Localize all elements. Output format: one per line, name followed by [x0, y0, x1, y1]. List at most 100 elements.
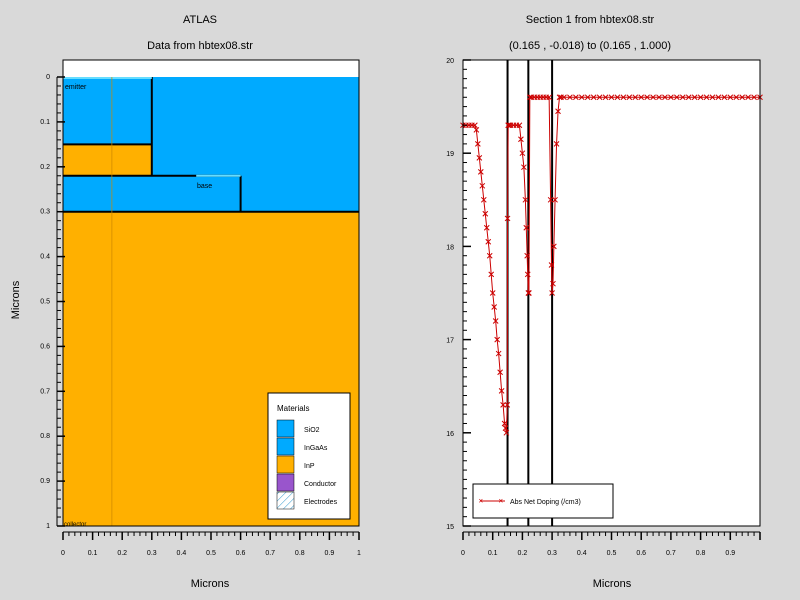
x-tick-label: 0.4 — [177, 550, 187, 557]
data-point — [491, 304, 498, 310]
y-tick-label: 0.6 — [40, 343, 50, 350]
doping-legend-marker: × — [479, 497, 484, 506]
x-tick-label: 0.2 — [518, 550, 528, 557]
doping-legend-marker: × — [499, 497, 504, 506]
right-x-axis-label: Microns — [592, 578, 632, 590]
data-point — [567, 94, 573, 101]
data-point — [578, 94, 585, 101]
data-point — [483, 224, 490, 231]
y-tick-label: 0.7 — [40, 388, 50, 395]
data-point — [505, 122, 511, 129]
y-tick-label: 17 — [446, 338, 454, 345]
data-point — [549, 290, 555, 296]
data-point — [473, 127, 480, 133]
materials-legend: Materials SiO2 InGaAs InP Conductor Electrod… — [267, 392, 351, 520]
data-point — [590, 94, 597, 101]
data-point — [519, 150, 526, 157]
data-point — [668, 94, 674, 101]
data-point — [500, 401, 506, 408]
data-point — [679, 94, 686, 101]
data-point — [739, 94, 746, 101]
y-tick-label: 0.2 — [40, 164, 50, 171]
x-tick-label: 0.6 — [636, 550, 646, 557]
x-tick-label: 0.1 — [488, 550, 498, 557]
data-point — [497, 369, 503, 376]
x-tick-label: 0.7 — [265, 550, 275, 557]
series-line — [463, 96, 760, 433]
collector-label: collector — [64, 522, 86, 528]
data-point — [751, 94, 757, 101]
data-point — [602, 94, 609, 101]
left-plot-subtitle: Data from hbtex08.str — [147, 40, 253, 52]
data-point — [608, 94, 615, 101]
data-point — [550, 280, 556, 287]
data-point — [548, 262, 555, 268]
data-point — [480, 196, 487, 203]
x-tick-label: 0.5 — [607, 550, 617, 557]
x-tick-label: 0.9 — [325, 550, 335, 557]
data-point — [553, 141, 560, 147]
data-point — [626, 94, 633, 101]
y-tick-label: 0.9 — [40, 478, 50, 485]
data-point — [552, 196, 558, 203]
data-point — [662, 94, 668, 101]
x-tick-label: 0.9 — [725, 550, 735, 557]
data-point — [503, 429, 510, 436]
data-point — [516, 122, 523, 129]
data-point — [524, 252, 531, 259]
x-tick-label: 0.5 — [206, 550, 216, 557]
legend-swatch — [276, 455, 295, 474]
y-tick-label: 1 — [46, 523, 50, 530]
data-point — [523, 224, 530, 231]
data-point — [477, 168, 484, 175]
legend-swatch — [276, 473, 295, 492]
doping-legend-label: Abs Net Doping (/cm3) — [510, 499, 581, 506]
legend-swatch — [276, 437, 295, 456]
region-inp — [63, 144, 152, 176]
data-point — [561, 94, 567, 101]
x-tick-label: 0.7 — [666, 550, 676, 557]
data-point — [489, 290, 496, 296]
right-plot-subtitle: (0.165 , -0.018) to (0.165 , 1.000) — [508, 40, 672, 52]
structure-top-margin — [63, 60, 359, 77]
legend-swatch — [276, 419, 295, 438]
data-point — [526, 290, 532, 296]
data-point — [685, 94, 692, 101]
data-point — [518, 136, 524, 143]
data-point — [486, 252, 493, 259]
legend-label: InP — [304, 463, 315, 470]
y-tick-label: 0.1 — [40, 119, 50, 126]
data-point — [521, 164, 527, 171]
data-point — [522, 196, 529, 203]
y-tick-label: 15 — [446, 524, 454, 531]
data-point — [715, 94, 722, 101]
doping-series — [460, 94, 763, 436]
data-point — [524, 271, 531, 278]
x-tick-label: 0.6 — [236, 550, 246, 557]
data-point — [733, 94, 740, 101]
data-point — [556, 94, 563, 101]
data-point — [476, 155, 483, 161]
data-point — [632, 94, 639, 101]
data-point — [638, 94, 645, 101]
data-point — [727, 94, 734, 101]
structure-axes: 0 0.1 0.2 0.3 0.4 0.5 0.6 0.7 0.8 0.9 1 0 0.1 0.2 0.3 0… — [40, 59, 361, 557]
y-tick-label: 19 — [446, 151, 454, 158]
data-point — [745, 94, 751, 101]
data-point — [504, 401, 511, 408]
data-point — [501, 420, 508, 427]
legend-label: InGaAs — [304, 445, 328, 452]
y-tick-label: 16 — [446, 431, 454, 438]
y-tick-label: 0 — [46, 74, 50, 81]
legend-label: Electrodes — [304, 499, 338, 506]
region-sio2 — [151, 77, 359, 212]
data-point — [504, 215, 511, 222]
data-point — [620, 94, 627, 101]
data-point — [502, 425, 509, 431]
x-tick-label: 0.8 — [696, 550, 706, 557]
data-point — [547, 196, 554, 203]
y-tick-label: 0.4 — [40, 254, 50, 261]
data-point — [479, 182, 486, 189]
